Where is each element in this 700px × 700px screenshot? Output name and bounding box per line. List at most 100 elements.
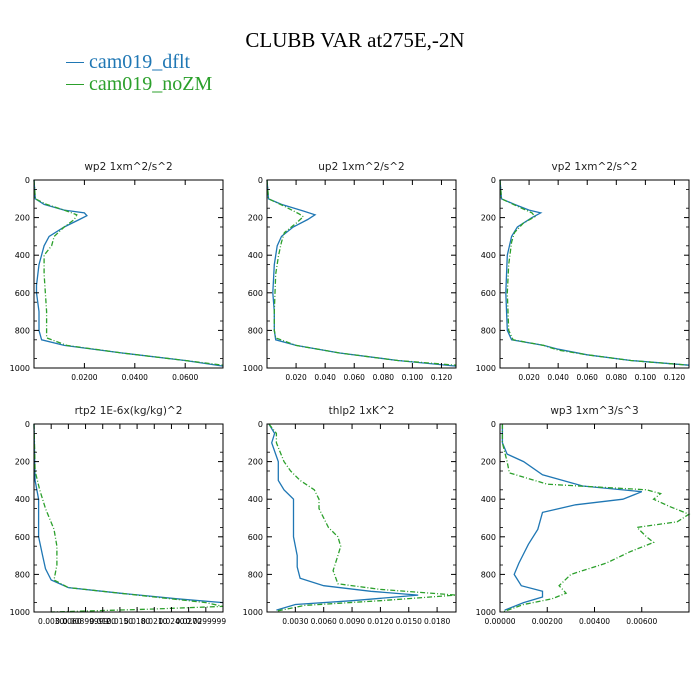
y-tick-label-0-5: 1000	[10, 364, 30, 373]
y-tick-label-2-1: 200	[481, 214, 496, 223]
x-tick-label-1-2: 0.060	[343, 373, 365, 382]
y-tick-label-0-4: 800	[15, 326, 30, 335]
series-line-5-0	[501, 424, 643, 611]
x-tick-label-3-1: 0.0060	[55, 617, 81, 626]
series-line-2-1	[499, 179, 690, 366]
x-tick-label-2-1: 0.040	[547, 373, 569, 382]
legend-swatch-dflt	[66, 61, 84, 63]
y-tick-label-1-4: 800	[248, 326, 263, 335]
panel-title-4: thlp2 1xK^2	[329, 405, 395, 417]
x-tick-label-3-4: 0.0150	[107, 617, 133, 626]
x-tick-label-4-1: 0.0060	[311, 617, 337, 626]
y-tick-label-3-0: 0	[25, 420, 30, 429]
y-tick-label-3-1: 200	[15, 458, 30, 467]
y-tick-label-5-5: 1000	[476, 608, 496, 617]
x-tick-label-2-0: 0.020	[518, 373, 540, 382]
x-tick-label-0-0: 0.0200	[71, 373, 97, 382]
x-tick-label-3-2: 0.00899999	[63, 617, 109, 626]
y-tick-label-5-2: 400	[481, 495, 496, 504]
x-tick-label-4-5: 0.0180	[424, 617, 450, 626]
x-tick-label-5-2: 0.00400	[579, 617, 610, 626]
y-tick-label-5-3: 600	[481, 533, 496, 542]
x-tick-label-3-7: 0.0240	[158, 617, 184, 626]
series-line-0-0	[33, 179, 224, 367]
x-tick-label-5-3: 0.00600	[626, 617, 657, 626]
x-tick-label-3-5: 0.0180	[124, 617, 150, 626]
x-tick-label-5-1: 0.00200	[532, 617, 563, 626]
y-tick-label-1-1: 200	[248, 214, 263, 223]
y-tick-label-0-2: 400	[15, 251, 30, 260]
panel-title-2: vp2 1xm^2/s^2	[552, 161, 638, 173]
x-tick-label-0-1: 0.0400	[122, 373, 148, 382]
series-line-4-1	[268, 423, 457, 612]
y-tick-label-2-2: 400	[481, 251, 496, 260]
x-tick-label-0-2: 0.0600	[172, 373, 198, 382]
legend: cam019_dflt cam019_noZM	[66, 51, 212, 95]
y-tick-label-2-4: 800	[481, 326, 496, 335]
y-tick-label-1-3: 600	[248, 289, 263, 298]
panel-frame-3	[33, 423, 224, 613]
panel-title-3: rtp2 1E-6x(kg/kg)^2	[75, 405, 183, 417]
x-tick-label-4-2: 0.0090	[339, 617, 365, 626]
x-tick-label-4-4: 0.0150	[396, 617, 422, 626]
x-tick-label-1-1: 0.040	[314, 373, 336, 382]
y-tick-label-4-1: 200	[248, 458, 263, 467]
y-tick-label-3-3: 600	[15, 533, 30, 542]
x-tick-label-1-5: 0.120	[431, 373, 453, 382]
x-tick-label-3-3: 0.0120	[90, 617, 116, 626]
x-tick-label-2-5: 0.120	[664, 373, 686, 382]
y-tick-label-0-0: 0	[25, 176, 30, 185]
y-tick-label-2-3: 600	[481, 289, 496, 298]
x-tick-label-3-8: 0.0270	[176, 617, 202, 626]
x-tick-label-3-0: 0.0030	[38, 617, 64, 626]
y-tick-label-0-3: 600	[15, 289, 30, 298]
y-tick-label-1-5: 1000	[243, 364, 263, 373]
legend-label-nozm: cam019_noZM	[89, 72, 213, 95]
series-line-2-0	[499, 179, 690, 366]
y-tick-label-5-0: 0	[491, 420, 496, 429]
y-tick-label-4-3: 600	[248, 533, 263, 542]
y-tick-label-2-0: 0	[491, 176, 496, 185]
x-tick-label-3-9: 0.0299999	[186, 617, 227, 626]
y-tick-label-3-2: 400	[15, 495, 30, 504]
panel-title-1: up2 1xm^2/s^2	[318, 161, 404, 173]
x-tick-label-2-2: 0.060	[576, 373, 598, 382]
y-tick-label-1-0: 0	[258, 176, 263, 185]
y-tick-label-0-1: 200	[15, 214, 30, 223]
panel-title-0: wp2 1xm^2/s^2	[84, 161, 172, 173]
legend-entry-nozm: cam019_noZM	[66, 73, 212, 95]
series-line-1-1	[266, 179, 457, 366]
legend-label-dflt: cam019_dflt	[89, 50, 191, 73]
x-tick-label-1-4: 0.100	[402, 373, 424, 382]
chart-main-title: CLUBB VAR at275E,-2N	[245, 28, 465, 52]
y-tick-label-3-5: 1000	[10, 608, 30, 617]
y-tick-label-5-1: 200	[481, 458, 496, 467]
x-tick-label-3-6: 0.0210	[141, 617, 167, 626]
x-tick-label-1-3: 0.080	[373, 373, 395, 382]
series-line-1-0	[266, 179, 457, 367]
y-tick-label-3-4: 800	[15, 570, 30, 579]
panel-frame-0	[33, 179, 224, 369]
y-tick-label-4-4: 800	[248, 570, 263, 579]
legend-entry-dflt: cam019_dflt	[66, 51, 212, 73]
x-tick-label-4-0: 0.0030	[282, 617, 308, 626]
series-line-4-0	[268, 423, 419, 611]
x-tick-label-5-0: 0.00000	[484, 617, 515, 626]
x-tick-label-2-3: 0.080	[606, 373, 628, 382]
y-tick-label-4-2: 400	[248, 495, 263, 504]
series-line-3-0	[33, 423, 224, 604]
panel-frame-4	[266, 423, 457, 613]
y-tick-label-4-0: 0	[258, 420, 263, 429]
legend-swatch-nozm	[66, 83, 84, 85]
x-tick-label-1-0: 0.020	[285, 373, 307, 382]
panel-frame-2	[499, 179, 690, 369]
x-tick-label-2-4: 0.100	[635, 373, 657, 382]
panel-title-5: wp3 1xm^3/s^3	[550, 405, 638, 417]
x-tick-label-4-3: 0.0120	[367, 617, 393, 626]
panel-frame-1	[266, 179, 457, 369]
panel-frame-5	[499, 423, 690, 613]
series-line-3-1	[33, 423, 224, 613]
series-line-5-1	[501, 424, 691, 613]
series-line-0-1	[33, 179, 224, 366]
